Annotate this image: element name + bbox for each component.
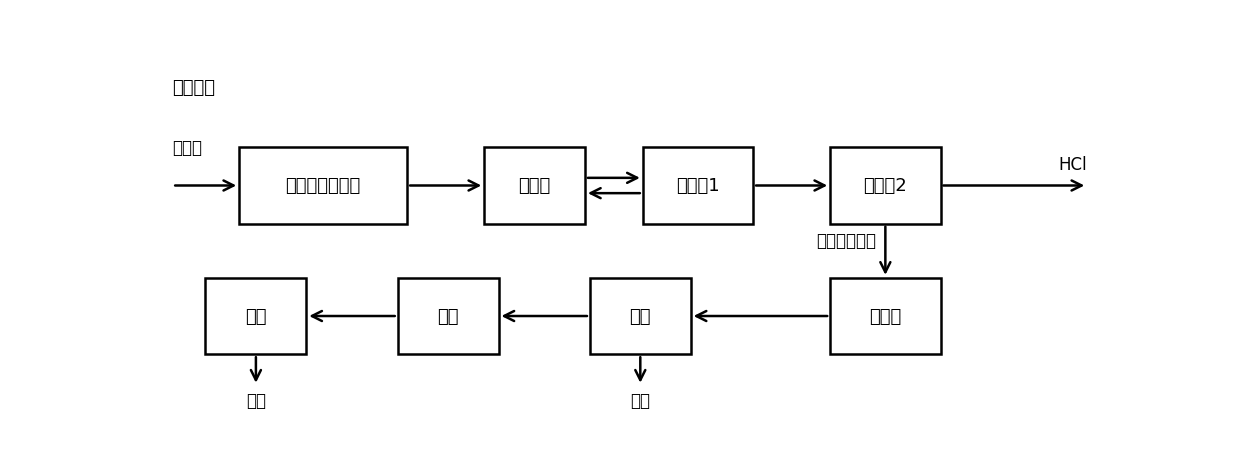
Bar	[830, 148, 941, 224]
Text: 催化剂: 催化剂	[172, 139, 202, 157]
Text: 干燥: 干燥	[438, 307, 459, 325]
Bar	[239, 148, 407, 224]
Text: 脱氯化氢反应器: 脱氯化氢反应器	[285, 177, 361, 195]
Text: 冷凝器1: 冷凝器1	[676, 177, 719, 195]
Text: HCl: HCl	[1059, 156, 1087, 174]
Text: 粗品四氯乙烯: 粗品四氯乙烯	[816, 232, 875, 250]
Bar	[642, 148, 753, 224]
Text: 水碱洗: 水碱洗	[869, 307, 901, 325]
Text: 分离塔: 分离塔	[518, 177, 551, 195]
Text: 分离: 分离	[630, 307, 651, 325]
Text: 废水: 废水	[630, 391, 650, 409]
Bar	[206, 278, 306, 354]
Text: 精馏: 精馏	[246, 307, 267, 325]
Text: 五氯乙烷: 五氯乙烷	[172, 78, 216, 97]
Bar	[484, 148, 585, 224]
Bar	[398, 278, 498, 354]
Text: 冷凝器2: 冷凝器2	[863, 177, 908, 195]
Bar	[590, 278, 691, 354]
Text: 成品: 成品	[246, 391, 265, 409]
Bar	[830, 278, 941, 354]
